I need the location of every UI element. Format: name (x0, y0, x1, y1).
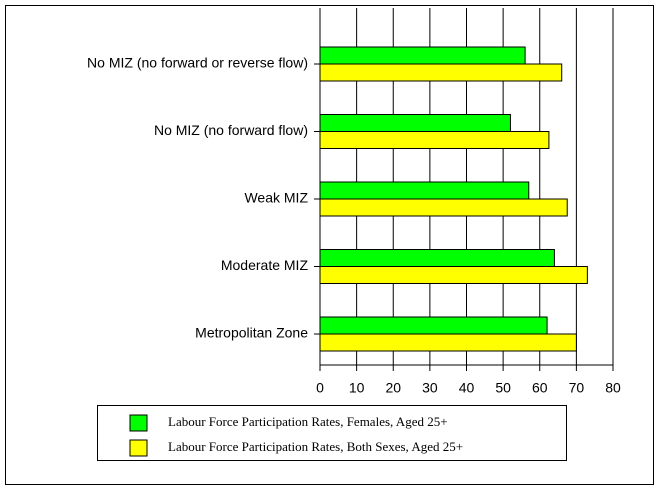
x-tick-label: 10 (349, 380, 365, 396)
x-tick-label: 0 (316, 380, 324, 396)
bar (319, 181, 530, 200)
bar (319, 266, 588, 284)
x-tick-label: 50 (495, 380, 511, 396)
bar (319, 333, 577, 352)
x-tick-label: 70 (569, 380, 585, 396)
bar (319, 198, 568, 217)
bar (319, 316, 548, 335)
legend-label: Labour Force Participation Rates, Both S… (168, 439, 463, 454)
frame (5, 5, 654, 485)
y-tick-label: Weak MIZ (244, 190, 308, 206)
x-tick-label: 80 (605, 380, 621, 396)
legend: Labour Force Participation Rates, Female… (97, 405, 567, 461)
y-tick-label: Metropolitan Zone (195, 325, 308, 341)
bar (319, 63, 563, 82)
legend-swatch (129, 414, 148, 432)
y-tick-label: Moderate MIZ (221, 257, 309, 273)
x-tick-label: 20 (385, 380, 401, 396)
x-tick-label: 40 (459, 380, 475, 396)
y-tick-label: No MIZ (no forward or reverse flow) (87, 55, 308, 71)
bar (319, 114, 511, 132)
bar (319, 249, 555, 267)
legend-swatch (129, 439, 148, 457)
legend-label: Labour Force Participation Rates, Female… (168, 414, 448, 429)
x-tick-label: 30 (422, 380, 438, 396)
y-tick-label: No MIZ (no forward flow) (154, 122, 308, 138)
bar (319, 131, 550, 149)
legend-box (97, 405, 567, 461)
bar (319, 46, 526, 65)
x-tick-label: 60 (532, 380, 548, 396)
